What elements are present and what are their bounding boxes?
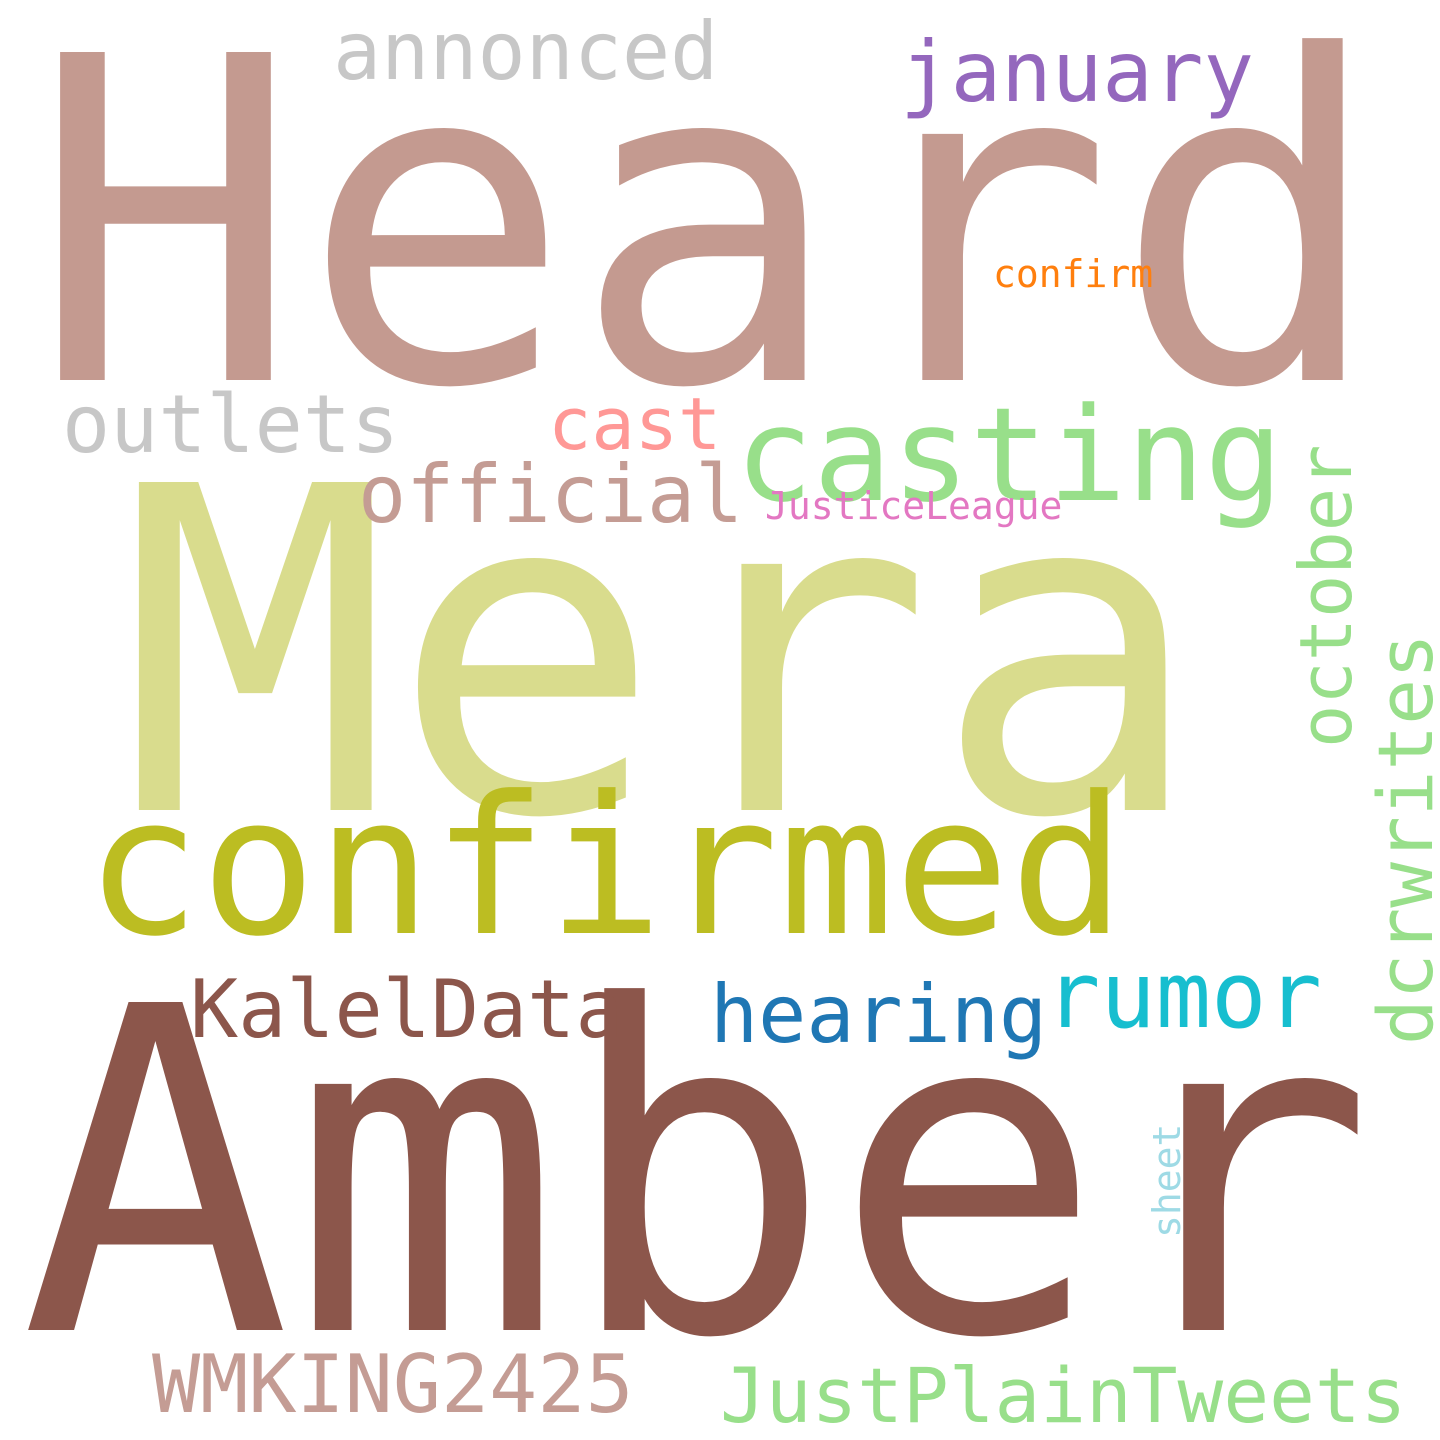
- word-justiceleague: JusticeLeague: [765, 484, 1063, 528]
- word-confirm: confirm: [993, 252, 1154, 296]
- word-hearing: hearing: [710, 968, 1048, 1061]
- word-official: official: [358, 448, 744, 541]
- word-outlets: outlets: [62, 378, 400, 471]
- word-mera: Mera: [120, 393, 1204, 917]
- word-january: january: [900, 23, 1255, 121]
- word-cast: cast: [548, 382, 722, 466]
- word-heard: Heard: [30, 0, 1385, 487]
- word-october: october: [1284, 444, 1368, 748]
- word-amber: Amber: [20, 913, 1375, 1437]
- word-sheet: sheet: [1145, 1123, 1189, 1238]
- word-kaleldata: KalelData: [190, 963, 624, 1056]
- word-annonced: annonced: [333, 5, 719, 98]
- word-wmking2425: WMKING2425: [152, 1338, 634, 1431]
- word-confirmed: confirmed: [85, 756, 1126, 979]
- word-rumor: rumor: [1045, 942, 1322, 1049]
- word-casting: casting: [735, 379, 1283, 531]
- word-justplaintweets: JustPlainTweets: [720, 1351, 1407, 1440]
- word-dcrwrites: dcrwrites: [1361, 633, 1440, 1045]
